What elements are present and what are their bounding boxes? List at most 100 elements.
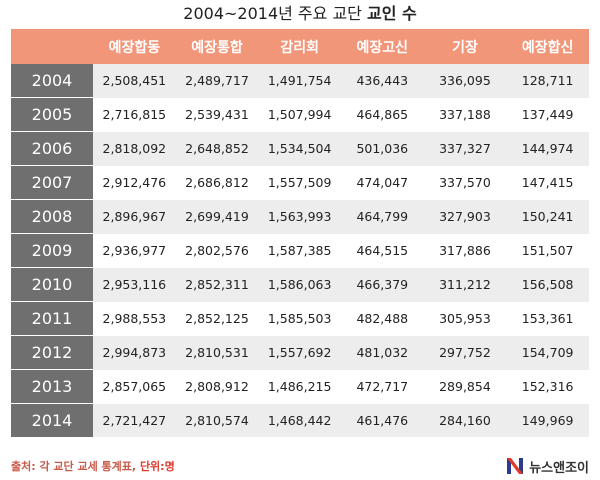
table-row: 2008 2,896,967 2,699,419 1,563,993 464,799 32…	[11, 199, 589, 234]
year-cell: 2014	[11, 403, 93, 437]
value-cell: 464,865	[340, 97, 424, 132]
title-prefix: 2004~2014년 주요 교단	[183, 4, 367, 23]
value-cell: 436,443	[340, 64, 424, 98]
table-row: 2005 2,716,815 2,539,431 1,507,994 464,865 33…	[11, 97, 589, 132]
value-cell: 327,903	[423, 199, 507, 234]
column-header: 예장합동	[93, 29, 176, 64]
column-header: 예장합신	[506, 29, 589, 64]
table-row: 2012 2,994,873 2,810,531 1,557,692 481,032 29…	[11, 335, 589, 370]
logo-text: 뉴스앤조이	[529, 460, 589, 476]
value-cell: 2,808,912	[175, 369, 259, 404]
table-row: 2004 2,508,451 2,489,717 1,491,754 436,443 33…	[11, 64, 589, 98]
column-header: 예장통합	[175, 29, 259, 64]
value-cell: 152,316	[506, 369, 589, 404]
value-cell: 2,857,065	[93, 369, 176, 404]
value-cell: 2,994,873	[93, 335, 176, 370]
table-header-row: 예장합동 예장통합 감리회 예장고신 기장 예장합신	[11, 29, 589, 64]
value-cell: 472,717	[340, 369, 424, 404]
year-cell: 2004	[11, 64, 93, 98]
column-header: 기장	[423, 29, 507, 64]
table-row: 2007 2,912,476 2,686,812 1,557,509 474,047 33…	[11, 165, 589, 200]
footer: 출처: 각 교단 교세 통계표, 단위:명 뉴스앤조이	[11, 455, 589, 477]
church-members-table: 예장합동 예장통합 감리회 예장고신 기장 예장합신 2004 2,508,451…	[11, 29, 589, 437]
value-cell: 2,489,717	[175, 64, 259, 98]
value-cell: 2,912,476	[93, 165, 176, 200]
value-cell: 2,988,553	[93, 301, 176, 336]
table-row: 2013 2,857,065 2,808,912 1,486,215 472,717 28…	[11, 369, 589, 404]
value-cell: 474,047	[340, 165, 424, 200]
value-cell: 2,686,812	[175, 165, 259, 200]
value-cell: 1,585,503	[258, 301, 341, 336]
value-cell: 149,969	[506, 403, 589, 437]
value-cell: 2,852,125	[175, 301, 259, 336]
newsnjoy-logo-icon	[507, 458, 524, 474]
column-header: 감리회	[258, 29, 341, 64]
value-cell: 461,476	[340, 403, 424, 437]
table-row: 2006 2,818,092 2,648,852 1,534,504 501,036 33…	[11, 131, 589, 166]
value-cell: 156,508	[506, 267, 589, 302]
value-cell: 289,854	[423, 369, 507, 404]
value-cell: 317,886	[423, 233, 507, 268]
unit-text: 단위:명	[139, 460, 175, 473]
source-text: 출처: 각 교단 교세 통계표,	[11, 460, 140, 473]
column-header: 예장고신	[340, 29, 424, 64]
value-cell: 2,802,576	[175, 233, 259, 268]
value-cell: 501,036	[340, 131, 424, 166]
value-cell: 2,648,852	[175, 131, 259, 166]
year-cell: 2005	[11, 97, 93, 132]
year-cell: 2007	[11, 165, 93, 200]
value-cell: 337,570	[423, 165, 507, 200]
value-cell: 2,716,815	[93, 97, 176, 132]
value-cell: 481,032	[340, 335, 424, 370]
source-note: 출처: 각 교단 교세 통계표, 단위:명	[11, 458, 175, 474]
page-title: 2004~2014년 주요 교단 교인 수	[0, 0, 600, 28]
value-cell: 1,486,215	[258, 369, 341, 404]
value-cell: 1,468,442	[258, 403, 341, 437]
table-row: 2014 2,721,427 2,810,574 1,468,442 461,476 28…	[11, 403, 589, 437]
value-cell: 305,953	[423, 301, 507, 336]
value-cell: 2,852,311	[175, 267, 259, 302]
value-cell: 128,711	[506, 64, 589, 98]
year-cell: 2009	[11, 233, 93, 268]
value-cell: 284,160	[423, 403, 507, 437]
value-cell: 297,752	[423, 335, 507, 370]
header-corner	[11, 29, 93, 64]
value-cell: 464,799	[340, 199, 424, 234]
year-cell: 2008	[11, 199, 93, 234]
table-row: 2011 2,988,553 2,852,125 1,585,503 482,488 30…	[11, 301, 589, 336]
year-cell: 2012	[11, 335, 93, 370]
value-cell: 1,557,692	[258, 335, 341, 370]
value-cell: 2,699,419	[175, 199, 259, 234]
year-cell: 2011	[11, 301, 93, 336]
value-cell: 2,721,427	[93, 403, 176, 437]
value-cell: 1,586,063	[258, 267, 341, 302]
value-cell: 2,508,451	[93, 64, 176, 98]
value-cell: 2,810,531	[175, 335, 259, 370]
year-cell: 2010	[11, 267, 93, 302]
value-cell: 2,810,574	[175, 403, 259, 437]
value-cell: 1,587,385	[258, 233, 341, 268]
value-cell: 150,241	[506, 199, 589, 234]
value-cell: 2,953,116	[93, 267, 176, 302]
value-cell: 1,491,754	[258, 64, 341, 98]
value-cell: 1,507,994	[258, 97, 341, 132]
value-cell: 153,361	[506, 301, 589, 336]
value-cell: 464,515	[340, 233, 424, 268]
value-cell: 137,449	[506, 97, 589, 132]
value-cell: 154,709	[506, 335, 589, 370]
value-cell: 2,896,967	[93, 199, 176, 234]
value-cell: 1,534,504	[258, 131, 341, 166]
year-cell: 2006	[11, 131, 93, 166]
table-body: 2004 2,508,451 2,489,717 1,491,754 436,443 33…	[11, 64, 589, 437]
table-row: 2009 2,936,977 2,802,576 1,587,385 464,515 31…	[11, 233, 589, 268]
value-cell: 147,415	[506, 165, 589, 200]
value-cell: 2,818,092	[93, 131, 176, 166]
value-cell: 2,539,431	[175, 97, 259, 132]
brand-logo: 뉴스앤조이	[505, 455, 589, 477]
value-cell: 482,488	[340, 301, 424, 336]
value-cell: 466,379	[340, 267, 424, 302]
value-cell: 1,557,509	[258, 165, 341, 200]
value-cell: 1,563,993	[258, 199, 341, 234]
value-cell: 2,936,977	[93, 233, 176, 268]
title-bold: 교인 수	[366, 4, 417, 23]
